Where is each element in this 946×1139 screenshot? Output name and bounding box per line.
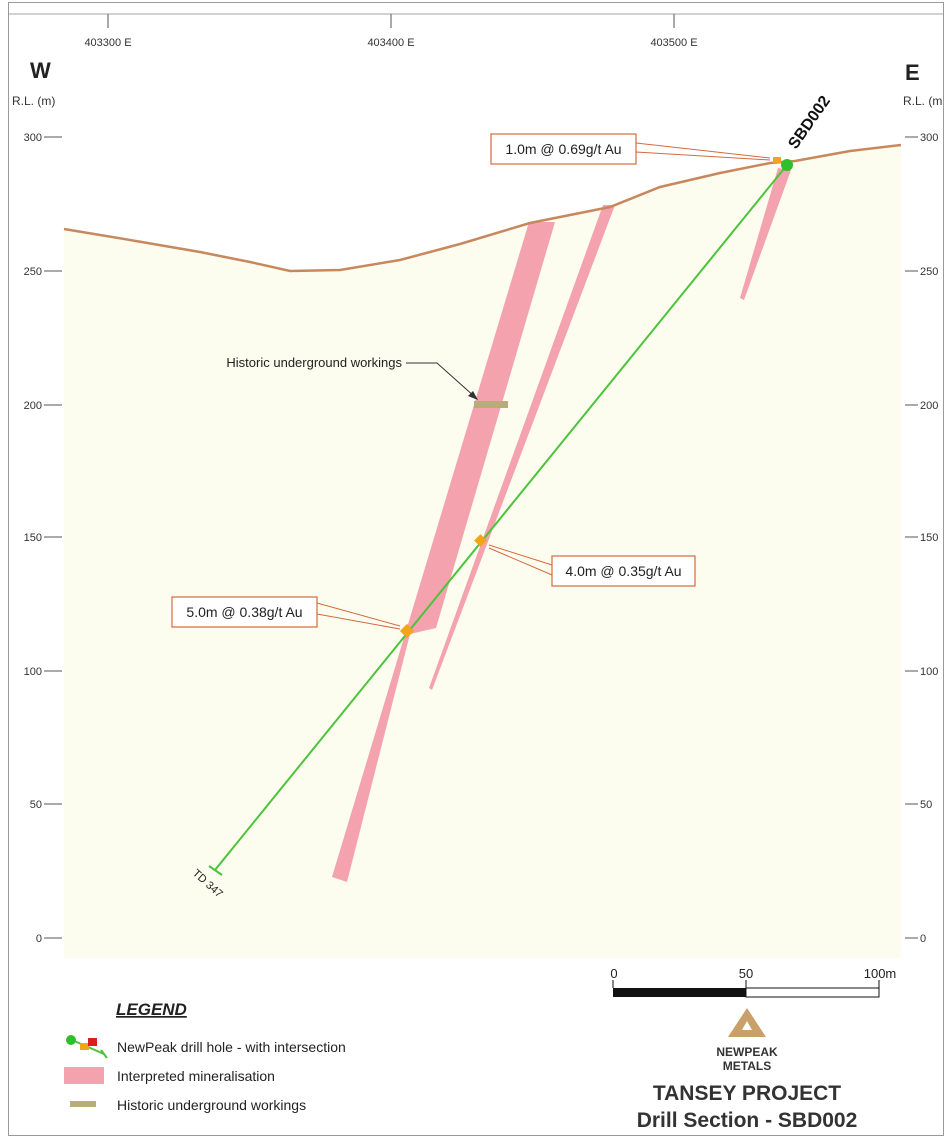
scale-label: 50 <box>739 966 753 981</box>
rl-tick-label: 0 <box>36 933 42 945</box>
rl-tick-label: 250 <box>24 266 42 278</box>
intersection-callout-2-text: 4.0m @ 0.35g/t Au <box>565 563 681 579</box>
rl-tick-label: 200 <box>920 400 938 412</box>
easting-label-2: 403400 E <box>367 37 414 49</box>
west-label: W <box>30 58 51 83</box>
scale-label: 100m <box>864 966 897 981</box>
rl-tick-label: 50 <box>920 799 932 811</box>
easting-label-1: 403300 E <box>84 37 131 49</box>
rl-tick-label: 200 <box>24 400 42 412</box>
intersection-callout-3-leader <box>316 602 401 627</box>
mineralisation-lens-secondary <box>429 205 615 690</box>
intersection-marker <box>773 157 781 163</box>
intersection-callout-3-text: 5.0m @ 0.38g/t Au <box>186 604 302 620</box>
mineralisation-lens-main <box>332 222 555 882</box>
legend-workings-swatch <box>70 1101 96 1107</box>
logo-line-2: METALS <box>723 1059 771 1073</box>
intersection-callout-2-leader <box>488 544 553 566</box>
section-title: Drill Section - SBD002 <box>637 1109 858 1132</box>
intersection-callout-1-text: 1.0m @ 0.69g/t Au <box>505 141 621 157</box>
drill-hole-end-tick <box>208 865 223 876</box>
intersection-callout-1-leader <box>635 151 771 161</box>
drill-collar-icon <box>781 159 793 171</box>
intersection-callout-3 <box>171 596 318 628</box>
legend-mineralisation-swatch <box>64 1067 104 1084</box>
intersection-marker <box>399 623 415 639</box>
rl-tick-label: 100 <box>24 666 42 678</box>
rl-tick-label: 150 <box>24 532 42 544</box>
arrow-head-icon <box>468 391 478 400</box>
legend-title: LEGEND <box>116 1000 187 1019</box>
legend-drill-collar-icon <box>66 1035 76 1045</box>
rl-tick-label: 300 <box>24 132 42 144</box>
rl-tick-label: 100 <box>920 666 938 678</box>
scale-bar-black <box>613 988 746 997</box>
logo-mark-cutout <box>742 1021 752 1030</box>
drill-hole-trace <box>214 164 788 871</box>
intersection-callout-2-leader <box>488 547 553 576</box>
scale-label: 0 <box>610 966 617 981</box>
historic-workings-leader <box>406 362 476 398</box>
legend-item-mineralisation: Interpreted mineralisation <box>117 1068 275 1084</box>
intersection-callout-1 <box>490 133 637 165</box>
legend: LEGEND NewPeak drill hole - with interse… <box>64 1000 346 1113</box>
legend-intersection-icon <box>80 1043 89 1050</box>
intersection-callout-3-leader <box>316 613 401 630</box>
legend-end-tick <box>100 1049 108 1059</box>
rl-tick-label: 250 <box>920 266 938 278</box>
mineralisation-lens-near-collar <box>740 168 791 300</box>
logo-line-1: NEWPEAK <box>716 1045 778 1059</box>
historic-workings-callout: Historic underground workings <box>226 355 402 370</box>
rl-axis-right: 300 250 200 150 100 50 0 <box>905 132 938 945</box>
intersection-callout-1-leader <box>635 142 771 159</box>
easting-label-3: 403500 E <box>650 37 697 49</box>
rl-label-right: R.L. (m <box>903 94 942 108</box>
east-label: E <box>905 60 920 85</box>
rl-tick-label: 0 <box>920 933 926 945</box>
newpeak-logo: NEWPEAK METALS <box>716 1008 778 1073</box>
legend-intersection-icon <box>88 1038 97 1046</box>
legend-item-drill-hole: NewPeak drill hole - with intersection <box>117 1039 346 1055</box>
intersection-callout-2 <box>551 555 696 587</box>
scale-bar: 0 50 100m <box>610 966 897 998</box>
rl-tick-label: 50 <box>30 799 42 811</box>
legend-item-workings: Historic underground workings <box>117 1097 306 1113</box>
rl-tick-label: 300 <box>920 132 938 144</box>
rl-label-left: R.L. (m) <box>12 94 55 108</box>
historic-workings-block <box>474 401 508 408</box>
rl-axis-left: 300 250 200 150 100 50 0 <box>24 132 62 945</box>
rl-tick-label: 150 <box>920 532 938 544</box>
project-title: TANSEY PROJECT <box>653 1082 841 1105</box>
scale-bar-white <box>745 987 880 998</box>
